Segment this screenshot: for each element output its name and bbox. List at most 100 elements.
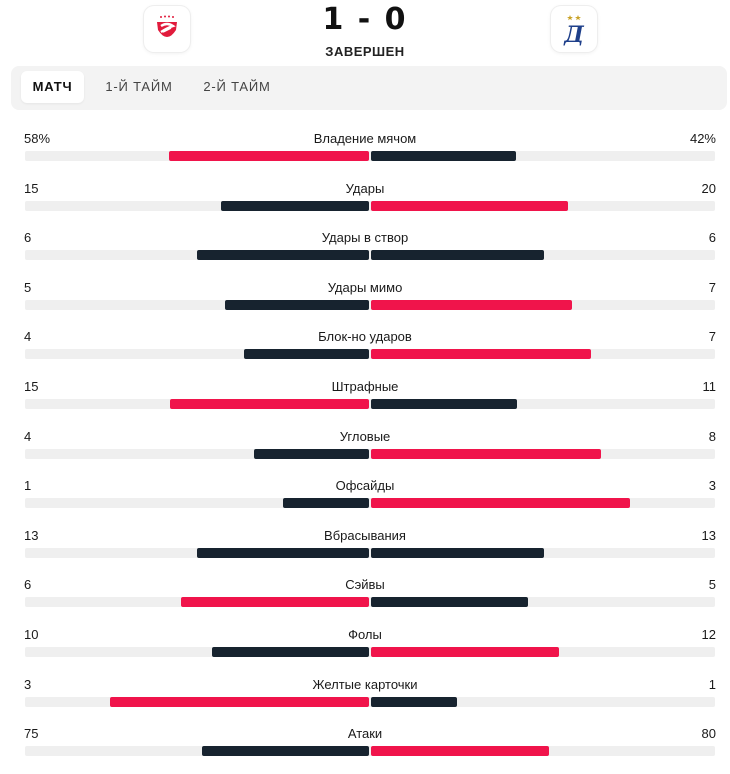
- home-stat-bar: [282, 498, 370, 509]
- away-stat-bar: [371, 647, 560, 657]
- stat-row: 5 Удары мимо 7: [0, 280, 730, 328]
- home-stat-bar: [221, 200, 369, 211]
- home-stat-bar: [110, 696, 370, 707]
- stat-row: 6 Удары в створ 6: [0, 230, 730, 278]
- stat-name: Угловые: [339, 428, 391, 444]
- stat-bar-track: [25, 597, 715, 608]
- away-stat-bar: [371, 696, 458, 707]
- home-stat-bar: [196, 547, 369, 558]
- away-stat-value: 7: [708, 279, 716, 295]
- home-stat-bar: [202, 746, 369, 757]
- home-stat-bar: [212, 647, 369, 657]
- away-stat-value: 42%: [689, 131, 716, 146]
- away-stat-bar: [371, 250, 544, 261]
- home-stat-bar: [196, 250, 369, 261]
- match-score: 1 - 0: [322, 2, 408, 37]
- home-stat-value: 4: [24, 329, 32, 345]
- away-stat-bar: [371, 448, 601, 459]
- tab-match[interactable]: МАТЧ: [21, 71, 84, 103]
- stat-row: 13 Вбрасывания 13: [0, 528, 730, 576]
- dynamo-crest-icon: Д: [563, 15, 584, 46]
- home-stat-bar: [168, 151, 369, 161]
- stat-name: Атаки: [347, 726, 383, 742]
- away-stat-bar: [371, 200, 569, 211]
- stat-name: Владение мячом: [313, 131, 417, 146]
- home-stat-value: 13: [24, 527, 39, 543]
- away-stat-value: 7: [708, 329, 716, 345]
- home-stat-value: 10: [24, 627, 39, 642]
- away-stat-bar: [371, 399, 517, 409]
- away-stat-value: 80: [701, 726, 716, 742]
- away-stat-bar: [371, 349, 591, 360]
- stat-name: Желтые карточки: [312, 676, 418, 692]
- period-tabs: МАТЧ 1-Й ТАЙМ 2-Й ТАЙМ: [11, 66, 727, 110]
- stat-bar-track: [25, 647, 715, 657]
- stat-row: 15 Удары 20: [0, 181, 730, 229]
- home-stat-value: 6: [24, 230, 32, 246]
- away-stat-bar: [371, 299, 573, 310]
- home-stat-value: 15: [24, 379, 39, 394]
- stat-name: Сэйвы: [345, 577, 385, 593]
- stat-bar-track: [25, 299, 715, 310]
- away-stat-bar: [371, 498, 630, 509]
- tab-first-half[interactable]: 1-Й ТАЙМ: [105, 79, 173, 94]
- home-stat-value: 6: [24, 577, 32, 593]
- stat-row: 4 Блок-но ударов 7: [0, 329, 730, 377]
- stat-bar-track: [25, 498, 715, 509]
- home-stat-bar: [180, 597, 369, 608]
- away-stat-value: 12: [701, 627, 716, 642]
- home-stat-bar: [243, 349, 369, 360]
- away-stat-value: 20: [701, 180, 716, 196]
- home-team-logo[interactable]: [144, 6, 190, 52]
- stat-name: Вбрасывания: [324, 527, 406, 543]
- stat-name: Блок-но ударов: [318, 329, 412, 345]
- stat-name: Штрафные: [331, 379, 399, 394]
- home-stat-bar: [170, 399, 369, 409]
- stat-row: 10 Фолы 12: [0, 627, 730, 675]
- home-stat-value: 4: [24, 428, 32, 444]
- stat-row: 75 Атаки 80: [0, 726, 730, 774]
- stat-row: 1 Офсайды 3: [0, 478, 730, 526]
- svg-text:Д: Д: [563, 22, 584, 46]
- stat-name: Фолы: [348, 627, 382, 642]
- away-stat-bar: [371, 547, 544, 558]
- stat-name: Офсайды: [335, 478, 395, 494]
- stat-bar-track: [25, 200, 715, 211]
- away-stat-value: 8: [708, 428, 716, 444]
- away-stat-value: 1: [708, 676, 716, 692]
- stat-name: Удары в створ: [321, 230, 409, 246]
- spartak-crest-icon: [157, 15, 177, 37]
- home-stat-bar: [254, 448, 369, 459]
- tab-second-half[interactable]: 2-Й ТАЙМ: [203, 79, 271, 94]
- stat-bar-track: [25, 151, 715, 161]
- home-stat-value: 5: [24, 279, 32, 295]
- stat-row: 4 Угловые 8: [0, 429, 730, 477]
- stat-row: 6 Сэйвы 5: [0, 577, 730, 625]
- stat-name: Удары: [345, 180, 385, 196]
- home-stat-value: 75: [24, 726, 39, 742]
- away-stat-value: 6: [708, 230, 716, 246]
- away-stat-bar: [371, 597, 528, 608]
- home-stat-value: 3: [24, 676, 32, 692]
- stat-row: 15 Штрафные 11: [0, 379, 730, 427]
- stat-bar-track: [25, 696, 715, 707]
- stat-row: 3 Желтые карточки 1: [0, 677, 730, 725]
- home-stat-bar: [225, 299, 370, 310]
- away-stat-value: 5: [708, 577, 716, 593]
- away-stat-value: 3: [708, 478, 716, 494]
- away-stat-value: 11: [702, 379, 717, 394]
- stat-name: Удары мимо: [327, 279, 403, 295]
- away-stat-bar: [371, 746, 550, 757]
- away-team-logo[interactable]: Д: [551, 6, 597, 52]
- away-stat-value: 13: [701, 527, 716, 543]
- home-stat-value: 58%: [24, 131, 51, 146]
- stat-bar-track: [25, 250, 715, 261]
- away-stat-bar: [371, 151, 516, 161]
- stat-bar-track: [25, 547, 715, 558]
- stat-bar-track: [25, 349, 715, 360]
- home-stat-value: 15: [24, 180, 39, 196]
- stat-bar-track: [25, 448, 715, 459]
- stat-bar-track: [25, 399, 715, 409]
- stat-bar-track: [25, 746, 715, 757]
- stat-row: 58% Владение мячом 42%: [0, 131, 730, 179]
